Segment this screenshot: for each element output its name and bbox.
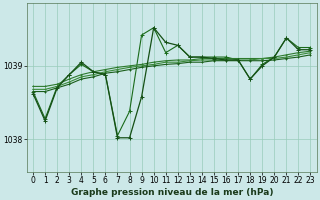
X-axis label: Graphe pression niveau de la mer (hPa): Graphe pression niveau de la mer (hPa) <box>70 188 273 197</box>
